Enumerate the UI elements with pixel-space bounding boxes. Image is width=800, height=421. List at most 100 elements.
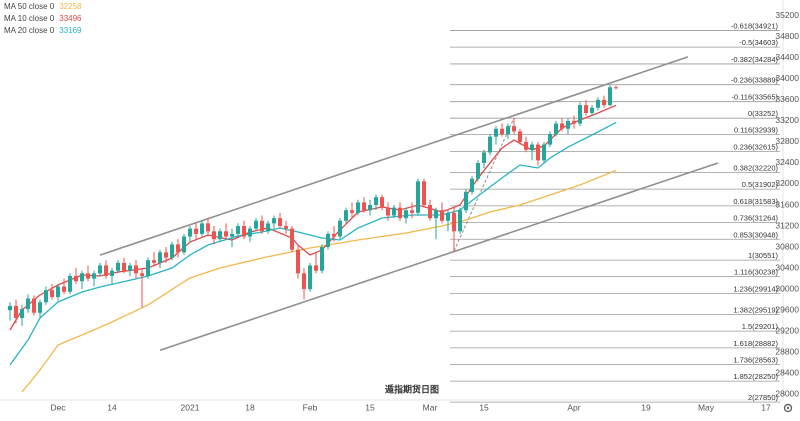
candle bbox=[464, 189, 468, 213]
candle bbox=[314, 252, 318, 274]
candle-body bbox=[542, 144, 546, 161]
candle bbox=[440, 202, 444, 224]
x-tick-label: 19 bbox=[641, 402, 651, 412]
candle bbox=[104, 260, 108, 279]
y-tick-label: 34000 bbox=[775, 73, 799, 83]
candle bbox=[20, 304, 24, 326]
candle-body bbox=[20, 309, 24, 319]
candle-body bbox=[530, 144, 534, 150]
candle bbox=[416, 178, 420, 216]
candle-body bbox=[98, 265, 102, 274]
x-tick-label: 17 bbox=[761, 402, 771, 412]
candle-body bbox=[86, 273, 90, 279]
settings-gear-hub[interactable] bbox=[786, 406, 790, 410]
candle bbox=[584, 99, 588, 116]
candle bbox=[518, 128, 522, 145]
settings-gear[interactable] bbox=[783, 403, 793, 413]
candle-body bbox=[266, 223, 270, 232]
candle-body bbox=[218, 231, 222, 240]
candle-body bbox=[32, 298, 36, 313]
fib-label: -0.382(34284) bbox=[731, 55, 779, 64]
chart-annotation: 遁指期货日图 bbox=[385, 383, 439, 394]
candle bbox=[308, 262, 312, 292]
candle-body bbox=[440, 210, 444, 221]
candle bbox=[350, 202, 354, 219]
candle bbox=[602, 95, 606, 108]
legend-label: MA 10 close 0 bbox=[4, 14, 55, 23]
candle bbox=[536, 141, 540, 166]
candle-body bbox=[350, 210, 354, 213]
candle-body bbox=[44, 290, 48, 303]
settings-icon[interactable] bbox=[783, 403, 793, 413]
candle bbox=[98, 262, 102, 276]
candle-body bbox=[194, 228, 198, 234]
candle bbox=[500, 123, 504, 137]
y-tick-label: 32400 bbox=[775, 157, 799, 167]
candle-body bbox=[356, 202, 360, 213]
candle-body bbox=[404, 210, 408, 219]
legend-value: 33169 bbox=[59, 26, 82, 35]
y-tick-label: 28800 bbox=[775, 346, 799, 356]
x-tick-label: 15 bbox=[479, 402, 489, 412]
candle bbox=[368, 199, 372, 216]
candle-body bbox=[386, 207, 390, 216]
candle-body bbox=[302, 273, 306, 290]
candle bbox=[566, 118, 570, 135]
candle bbox=[542, 141, 546, 163]
candle-body bbox=[248, 228, 252, 237]
fib-label: 1.852(28250) bbox=[733, 372, 778, 381]
candle-body bbox=[176, 244, 180, 253]
y-tick-label: 33200 bbox=[775, 115, 799, 125]
candle-body bbox=[338, 220, 342, 237]
x-tick-label: May bbox=[698, 402, 715, 412]
candle bbox=[428, 199, 432, 221]
candle-body bbox=[344, 210, 348, 221]
y-tick-label: 29200 bbox=[775, 325, 799, 335]
candle bbox=[176, 239, 180, 258]
candle-body bbox=[500, 128, 504, 135]
candle-body bbox=[428, 205, 432, 219]
candle-body bbox=[464, 191, 468, 211]
y-tick-label: 34800 bbox=[775, 31, 799, 41]
candle bbox=[326, 231, 330, 250]
candle bbox=[614, 85, 618, 90]
candle-body bbox=[494, 128, 498, 137]
candle-body bbox=[398, 207, 402, 219]
fib-label: 1.382(29519) bbox=[733, 305, 778, 314]
candle-body bbox=[104, 265, 108, 276]
candle-body bbox=[26, 298, 30, 310]
candle bbox=[272, 215, 276, 229]
candle-body bbox=[272, 218, 276, 224]
candle bbox=[404, 207, 408, 224]
fib-label: 0.236(32615) bbox=[733, 143, 778, 152]
candle-body bbox=[572, 120, 576, 124]
candle bbox=[476, 160, 480, 182]
candle-body bbox=[14, 305, 18, 319]
fib-label: 1.116(30238) bbox=[734, 268, 779, 277]
candle-body bbox=[326, 233, 330, 248]
candle bbox=[512, 117, 516, 135]
ma-line bbox=[9, 121, 617, 366]
candle-body bbox=[278, 218, 282, 227]
trend-line bbox=[453, 117, 515, 252]
trend-line bbox=[99, 56, 689, 256]
fib-label: -0.116(33565) bbox=[731, 93, 778, 102]
y-tick-label: 30400 bbox=[775, 262, 799, 272]
candle bbox=[236, 223, 240, 237]
candle bbox=[524, 136, 528, 153]
fib-label: -0.618(34921) bbox=[731, 21, 779, 30]
candle bbox=[68, 273, 72, 295]
candle-body bbox=[224, 231, 228, 237]
candle-body bbox=[446, 212, 450, 221]
candle bbox=[392, 205, 396, 219]
candle-body bbox=[590, 107, 594, 114]
candle bbox=[398, 202, 402, 221]
candle-body bbox=[554, 123, 558, 135]
candle-body bbox=[596, 99, 600, 108]
legend-label: MA 50 close 0 bbox=[4, 2, 55, 11]
candle-body bbox=[308, 265, 312, 290]
x-tick-label: Apr bbox=[567, 402, 580, 412]
ma-line bbox=[21, 169, 617, 393]
candle-body bbox=[332, 233, 336, 237]
